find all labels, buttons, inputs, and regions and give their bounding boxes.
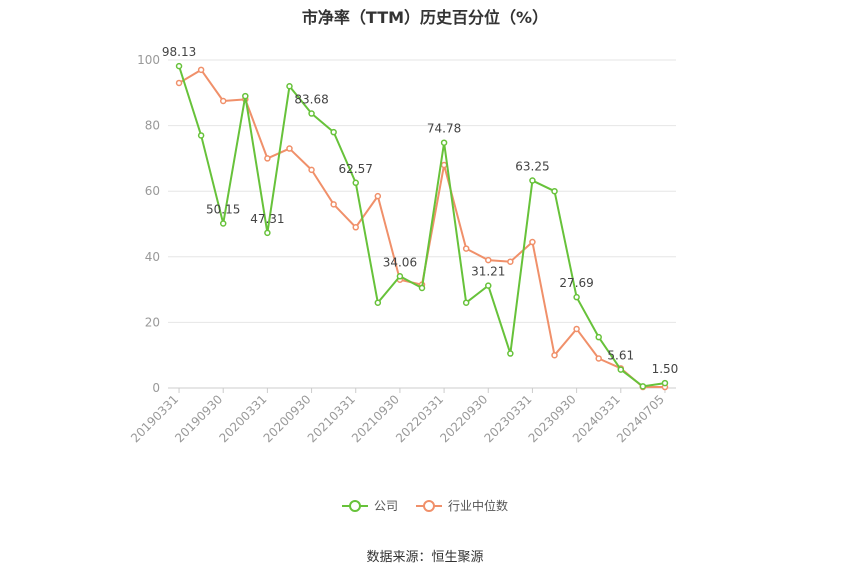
data-point [242, 92, 249, 100]
data-point [595, 333, 602, 341]
data-point [485, 256, 492, 264]
data-point [551, 351, 558, 359]
data-point [374, 299, 382, 306]
data-point [529, 238, 536, 246]
legend-label-company: 公司 [373, 499, 398, 513]
data-label: 31.21 [471, 265, 505, 279]
data-point [440, 161, 448, 169]
legend-item-company[interactable]: 公司 [341, 497, 398, 514]
data-label: 98.13 [162, 45, 196, 59]
data-point [308, 110, 315, 117]
data-point [462, 299, 470, 306]
y-tick-label: 80 [145, 119, 160, 133]
data-point [418, 284, 426, 292]
data-label: 34.06 [383, 255, 417, 269]
data-label: 74.78 [427, 122, 461, 136]
axis-layer: 0204060801002019033120190930202003312020… [128, 53, 676, 445]
data-point [440, 139, 448, 146]
data-point [396, 273, 404, 280]
series-company [175, 62, 669, 390]
data-label: 5.61 [607, 349, 634, 363]
data-point [197, 66, 205, 74]
series-layer [175, 62, 669, 391]
data-label: 62.57 [339, 162, 373, 176]
data-label: 63.25 [515, 160, 549, 174]
legend-label-industry: 行业中位数 [448, 499, 509, 513]
source-note: 数据来源：恒生聚源 [366, 550, 484, 565]
data-point [219, 220, 227, 227]
data-point [595, 355, 602, 362]
label-layer: 98.13 50.15 47.31 83.68 62.57 34.06 74.78 31.21… [162, 45, 678, 376]
series-industry [175, 66, 669, 391]
data-label: 27.69 [559, 276, 593, 290]
data-point [352, 179, 359, 187]
y-tick-label: 20 [145, 315, 160, 329]
data-point [219, 97, 227, 105]
x-tick-label: 20240705 [614, 392, 667, 445]
data-point [485, 282, 492, 289]
data-label: 83.68 [294, 93, 328, 107]
data-point [330, 128, 337, 136]
data-point [573, 325, 580, 333]
data-point [175, 79, 183, 87]
data-point [308, 166, 315, 174]
y-tick-label: 40 [145, 250, 160, 264]
legend-item-industry[interactable]: 行业中位数 [416, 497, 508, 514]
data-point [507, 350, 514, 357]
data-point [374, 192, 382, 200]
data-label: 1.50 [652, 362, 679, 376]
data-point [264, 155, 271, 162]
y-tick-label: 100 [137, 53, 160, 67]
y-tick-label: 0 [152, 381, 160, 395]
series-line [178, 68, 665, 389]
data-point [330, 201, 337, 208]
data-point [197, 132, 205, 139]
legend-swatch-company [341, 499, 368, 513]
data-point [639, 383, 647, 390]
series-line [178, 65, 666, 388]
data-point [175, 62, 183, 70]
data-point [661, 379, 669, 387]
y-tick-label: 60 [145, 184, 160, 198]
data-point [617, 366, 625, 373]
legend: 公司 行业中位数 [0, 497, 850, 514]
data-point [352, 224, 359, 231]
data-point [529, 177, 536, 184]
chart-title: 市净率（TTM）历史百分位（%） [301, 8, 549, 27]
data-point [264, 229, 271, 237]
data-point [462, 245, 470, 252]
data-point [286, 145, 293, 152]
data-point [573, 293, 580, 301]
legend-swatch-industry [416, 499, 442, 513]
data-point [551, 187, 558, 195]
data-label: 47.31 [250, 212, 284, 226]
data-label: 50.15 [206, 203, 240, 217]
data-point [507, 258, 514, 265]
data-point [286, 82, 293, 90]
